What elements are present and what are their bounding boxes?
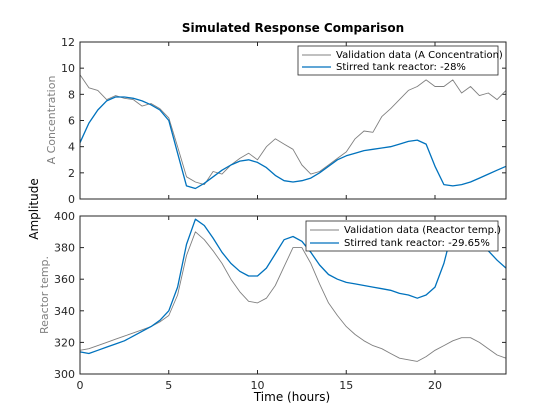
y-axis-label-bottom: Reactor temp. — [38, 256, 51, 334]
validation-data-line — [79, 74, 507, 186]
y-tick-label: 10 — [61, 62, 75, 75]
x-tick-label: 15 — [339, 379, 353, 392]
y-tick-label: 4 — [68, 141, 75, 154]
series-lines-bottom — [79, 218, 507, 362]
legend-box-bottom — [305, 220, 499, 252]
x-tick-label: 5 — [165, 379, 172, 392]
y-tick-label: 400 — [54, 210, 75, 223]
y-tick-label: 340 — [54, 305, 75, 318]
x-tick-label: 10 — [251, 379, 265, 392]
y-tick-label: 8 — [68, 88, 75, 101]
x-tick-label: 0 — [77, 379, 84, 392]
plot-frame-top — [79, 41, 507, 200]
x-tick-label: 20 — [428, 379, 442, 392]
model-response-line — [79, 96, 507, 190]
legend-bottom: Validation data (Reactor temp.) Stirred … — [305, 220, 501, 252]
panel-a-concentration: 0 2 4 6 8 10 12 A Concentration Validation dat… — [45, 36, 507, 206]
y-ticks-bottom: 300 320 340 360 380 400 — [54, 210, 506, 381]
legend-top: Validation data (A Concentration) Stirre… — [297, 45, 503, 76]
y-tick-label: 6 — [68, 115, 75, 128]
chart-title: Simulated Response Comparison — [182, 21, 404, 35]
legend-label-validation-t: Validation data (Reactor temp.) — [344, 225, 501, 236]
legend-box-top — [297, 45, 499, 76]
y-tick-label: 12 — [61, 36, 75, 49]
y-tick-label: 2 — [68, 167, 75, 180]
legend-label-model-t: Stirred tank reactor: -29.65% — [344, 238, 490, 249]
plot-frame-bottom — [79, 215, 507, 375]
y-tick-label: 320 — [54, 336, 75, 349]
x-axis-label: Time (hours) — [253, 390, 330, 404]
y-tick-label: 360 — [54, 273, 75, 286]
panel-reactor-temp: 300 320 340 360 380 400 0 5 10 15 20 Reactor temp… — [38, 210, 507, 392]
y-tick-label: 300 — [54, 368, 75, 381]
legend-label-validation-a: Validation data (A Concentration) — [336, 50, 503, 61]
shared-y-label: Amplitude — [27, 178, 41, 240]
y-axis-label-top: A Concentration — [45, 76, 58, 165]
y-tick-label: 380 — [54, 242, 75, 255]
y-tick-label: 0 — [68, 193, 75, 206]
series-lines-top — [79, 74, 507, 190]
x-ticks-bottom: 0 5 10 15 20 — [77, 216, 442, 392]
model-response-line — [79, 218, 507, 355]
legend-label-model-a: Stirred tank reactor: -28% — [336, 62, 466, 73]
